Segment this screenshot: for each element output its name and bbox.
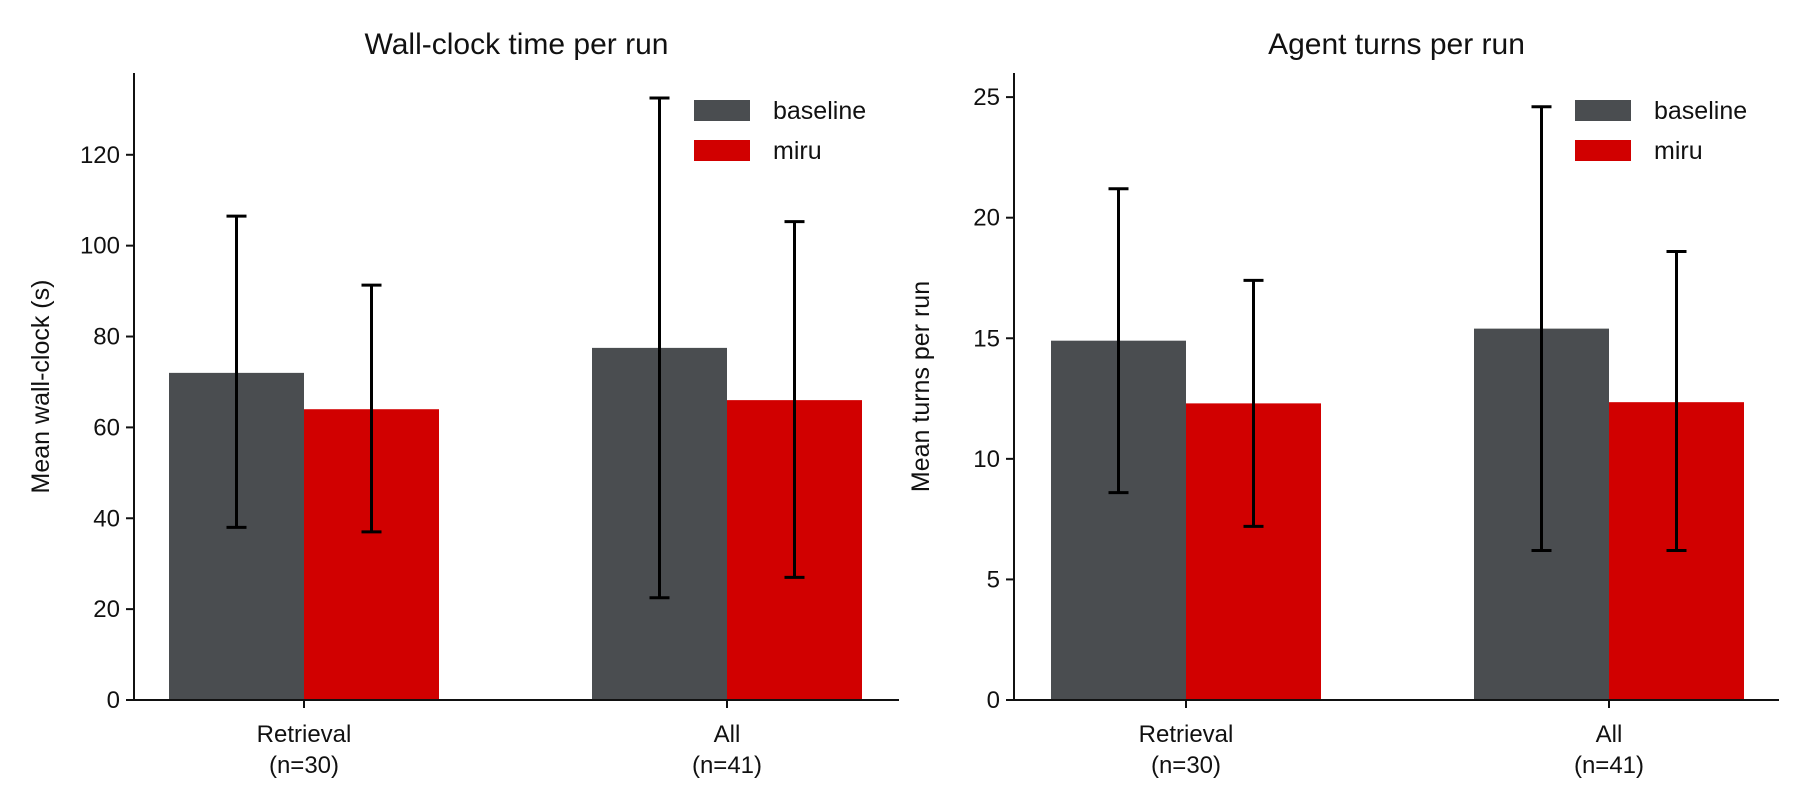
error-bar-miru-1 [1243,278,1264,528]
legend-entry-baseline: baseline [694,97,866,125]
x-tick-label: All (n=41) [1574,721,1644,779]
error-bar-baseline-1 [226,214,247,529]
y-tick-label: 0 [107,687,120,714]
legend-label: baseline [1654,97,1747,125]
error-bar-baseline-1 [1108,187,1129,495]
legend-entry-miru: miru [694,137,822,165]
error-bar-baseline-2 [1531,105,1552,552]
x-tick-label: Retrieval (n=30) [257,721,352,779]
error-bar-baseline-2 [649,96,670,600]
legend-label: miru [1654,137,1703,165]
chart-panel-1: Wall-clock time per run Mean wall-clock (… [27,28,899,779]
chart-panel-2: Agent turns per run Mean turns per run 0 5 1… [907,28,1779,779]
y-tick-label: 100 [80,233,120,260]
y-tick-label: 15 [973,325,1000,352]
chart-title: Wall-clock time per run [365,28,669,61]
error-bar-miru-2 [1666,249,1687,552]
y-tick-label: 10 [973,446,1000,473]
legend-entry-baseline: baseline [1575,97,1747,125]
legend-label: baseline [773,97,866,125]
legend-swatch [694,140,750,161]
legend-label: miru [773,137,822,165]
y-tick-label: 80 [93,324,120,351]
y-tick-label: 120 [80,142,120,169]
x-tick-label: All (n=41) [692,721,762,779]
chart-title: Agent turns per run [1268,28,1525,61]
error-bar-miru-1 [361,283,382,534]
y-axis-label: Mean turns per run [907,281,935,492]
legend-entry-miru: miru [1575,137,1703,165]
y-tick-label: 25 [973,84,1000,111]
y-tick-label: 60 [93,414,120,441]
y-tick-label: 5 [987,566,1000,593]
legend-swatch [1575,140,1631,161]
y-tick-label: 20 [973,205,1000,232]
error-bar-miru-2 [784,220,805,579]
y-tick-label: 0 [987,687,1000,714]
legend-swatch [694,100,750,121]
legend-swatch [1575,100,1631,121]
y-tick-label: 20 [93,596,120,623]
x-tick-label: Retrieval (n=30) [1139,721,1234,779]
y-tick-label: 40 [93,505,120,532]
y-axis-label: Mean wall-clock (s) [27,280,55,494]
